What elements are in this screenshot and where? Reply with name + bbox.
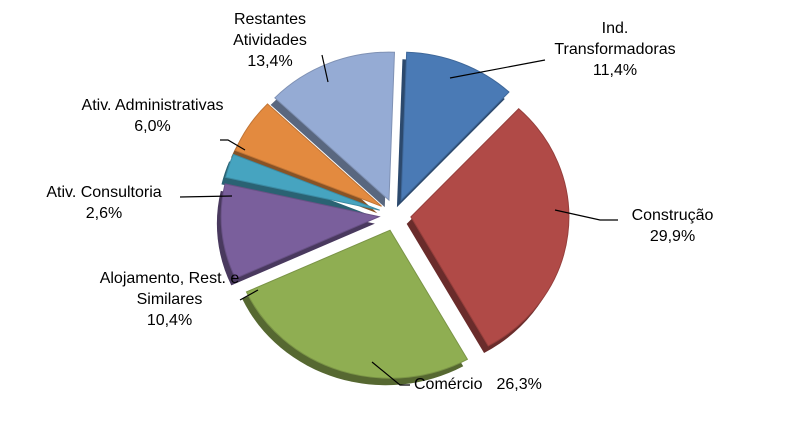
category-label: Ativ. Administrativas <box>81 97 224 114</box>
value-label: 2,6% <box>85 205 123 222</box>
leader-line <box>239 289 259 301</box>
value-label: 6,0% <box>134 118 171 135</box>
category-label: Restantes Atividades <box>233 11 307 49</box>
leader-line <box>220 139 246 151</box>
leader-line <box>179 195 233 198</box>
value-label: 29,9% <box>649 228 696 245</box>
leader-line <box>321 54 329 83</box>
leader-line <box>554 209 618 221</box>
leader-line <box>371 361 410 386</box>
slice <box>225 153 380 211</box>
leader-lines <box>179 54 618 386</box>
slice-label: Ind. Transformadoras 11,4% <box>545 18 685 81</box>
slice-label: Ativ. Consultoria 2,6% <box>28 182 180 224</box>
slice-label: Ativ. Administrativas 6,0% <box>80 95 225 137</box>
value-label: 13,4% <box>247 53 293 70</box>
slice-label: Construção 29,9% <box>600 205 745 247</box>
category-label: Comércio <box>414 376 483 393</box>
category-label: Construção <box>631 207 714 224</box>
value-label: 11,4% <box>592 62 638 79</box>
slice <box>400 51 510 202</box>
slice <box>220 183 381 280</box>
slice-label: Alojamento, Rest. e Similares 10,4% <box>97 268 242 331</box>
slice <box>274 51 396 202</box>
category-label: Ind. Transformadoras <box>554 20 676 58</box>
slice-label: Comércio 26,3% <box>414 374 542 395</box>
category-label: Ativ. Consultoria <box>46 184 162 201</box>
slice <box>234 103 382 207</box>
leader-line <box>449 59 546 79</box>
value-label: 10,4% <box>146 312 193 329</box>
slice <box>410 108 570 347</box>
slice-label: Restantes Atividades 13,4% <box>210 9 330 72</box>
value-label: 26,3% <box>496 376 542 393</box>
slice <box>245 229 469 379</box>
category-label: Alojamento, Rest. e Similares <box>99 270 240 308</box>
